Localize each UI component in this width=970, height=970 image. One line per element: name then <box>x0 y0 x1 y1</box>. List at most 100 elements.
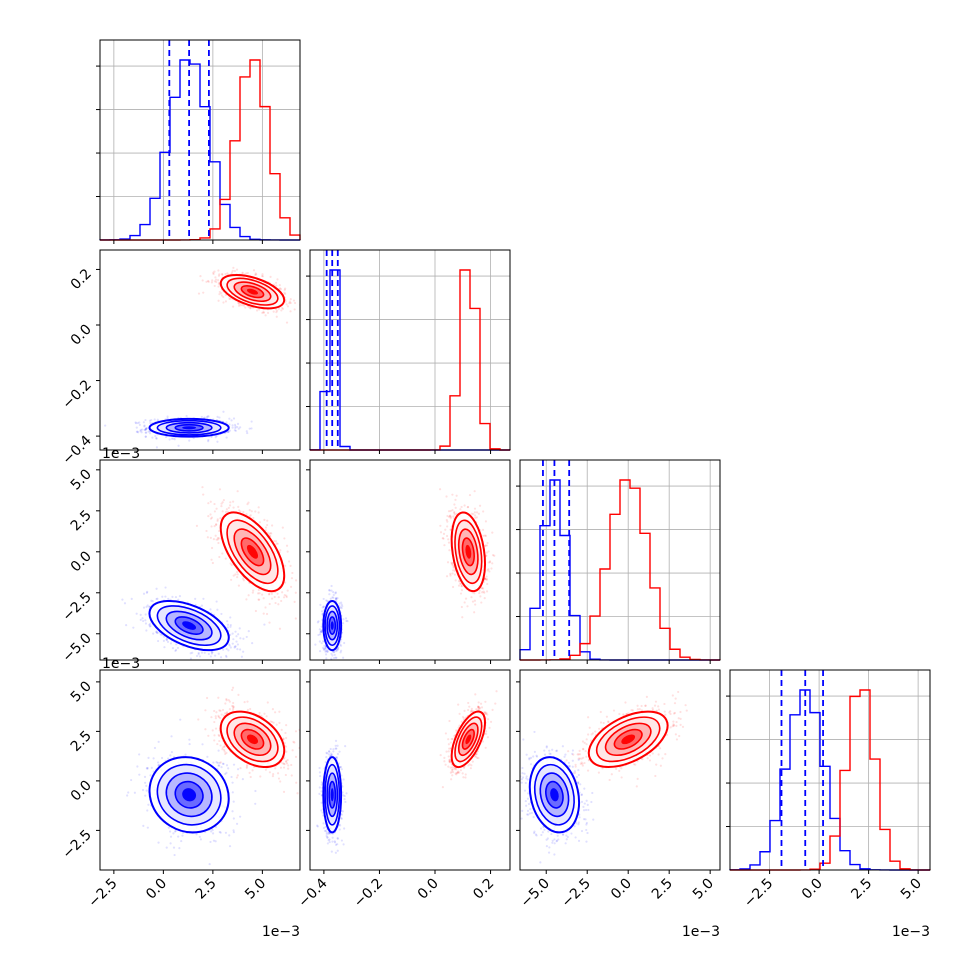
scatter-point <box>339 643 342 646</box>
scatter-point <box>142 592 146 595</box>
scatter-point <box>275 315 278 318</box>
scatter-point <box>277 603 280 606</box>
scatter-point <box>328 589 331 592</box>
scatter-point <box>247 630 250 633</box>
scatter-point <box>144 435 147 438</box>
scatter-point <box>266 519 269 522</box>
scatter-point <box>229 625 232 628</box>
scatter-point <box>211 279 214 282</box>
scatter-point <box>178 595 182 598</box>
hist-panel-3 <box>726 669 931 871</box>
scatter-point <box>209 513 212 516</box>
scatter-point <box>142 421 145 424</box>
scatter-point <box>217 299 220 302</box>
scatter-point <box>144 427 148 430</box>
scatter-point <box>251 642 254 645</box>
scatter-point <box>317 620 320 623</box>
scatter-point <box>216 538 219 541</box>
scatter-point <box>276 309 279 312</box>
scatter-point <box>279 288 283 291</box>
scatter-point <box>164 586 167 589</box>
scatter-point <box>334 661 336 663</box>
scatter-point <box>252 269 256 272</box>
scatter-point <box>258 521 261 524</box>
scatter-point <box>254 272 257 275</box>
scatter-point <box>236 648 239 651</box>
scatter-point <box>239 426 242 429</box>
scatter-point <box>104 424 107 427</box>
scatter-point <box>220 502 223 505</box>
scatter-point <box>343 641 346 645</box>
scatter-point <box>210 516 214 519</box>
scatter-point <box>258 592 261 595</box>
scatter-point <box>323 648 326 652</box>
scatter-point <box>212 271 215 274</box>
scatter-point <box>482 534 485 537</box>
scatter-point <box>460 585 463 588</box>
scatter-point <box>226 272 229 275</box>
scatter-point <box>339 606 342 609</box>
scatter-point <box>236 490 239 493</box>
scatter-point <box>445 575 449 578</box>
scatter-point <box>331 654 334 657</box>
scatter-point <box>331 596 334 599</box>
scatter-point <box>214 278 218 281</box>
scatter-point <box>135 426 138 429</box>
scatter-point <box>205 529 208 533</box>
scatter-point <box>281 306 284 310</box>
scatter-point <box>148 623 151 626</box>
scatter-point <box>151 599 154 603</box>
scatter-point <box>228 643 231 646</box>
scatter-point <box>320 610 324 613</box>
scatter-point <box>268 621 271 624</box>
scatter-point <box>220 294 223 297</box>
scatter-point <box>245 512 248 516</box>
scatter-point <box>271 524 274 527</box>
scatter-point <box>330 652 333 655</box>
scatter-point <box>341 622 345 625</box>
scatter-point <box>485 551 489 554</box>
scatter-point <box>264 526 268 529</box>
scatter-point <box>267 593 271 596</box>
scatter-point <box>483 597 486 600</box>
scatter-point <box>230 563 233 567</box>
scatter-point <box>206 279 210 283</box>
scatter-point <box>225 436 228 439</box>
scatter-point <box>277 596 280 599</box>
scatter-point <box>154 435 157 438</box>
scatter-point <box>482 510 485 513</box>
scatter-point <box>266 523 269 527</box>
scatter-point <box>218 290 221 294</box>
scatter-point <box>146 590 149 593</box>
scatter-point <box>207 280 210 283</box>
scatter-point <box>276 542 279 545</box>
scatter-point <box>237 304 241 307</box>
scatter-point <box>215 662 217 664</box>
scatter-point <box>218 555 221 559</box>
scatter-point <box>189 657 193 660</box>
scatter-point <box>320 642 323 645</box>
scatter-point <box>484 520 487 523</box>
scatter-point <box>326 649 329 652</box>
scatter-point <box>319 603 322 607</box>
scatter-point <box>257 511 260 514</box>
scatter-point <box>203 416 206 419</box>
scatter-point <box>226 626 229 629</box>
scatter-point <box>216 536 219 540</box>
scatter-point <box>332 591 335 594</box>
scatter-point <box>200 415 203 419</box>
scatter-point <box>285 544 289 547</box>
scatter-point <box>239 304 242 307</box>
hist-panel-2 <box>516 459 721 661</box>
scatter-point <box>143 428 146 431</box>
scatter-point <box>231 305 235 308</box>
scatter-point <box>216 519 219 522</box>
scatter-point <box>155 631 158 634</box>
scatter-point <box>234 426 237 430</box>
scatter-point <box>173 438 176 441</box>
scatter-point <box>339 663 341 665</box>
scatter-point <box>228 504 232 507</box>
scatter-point <box>209 608 212 611</box>
scatter-point <box>463 601 466 604</box>
scatter-point <box>289 564 292 567</box>
